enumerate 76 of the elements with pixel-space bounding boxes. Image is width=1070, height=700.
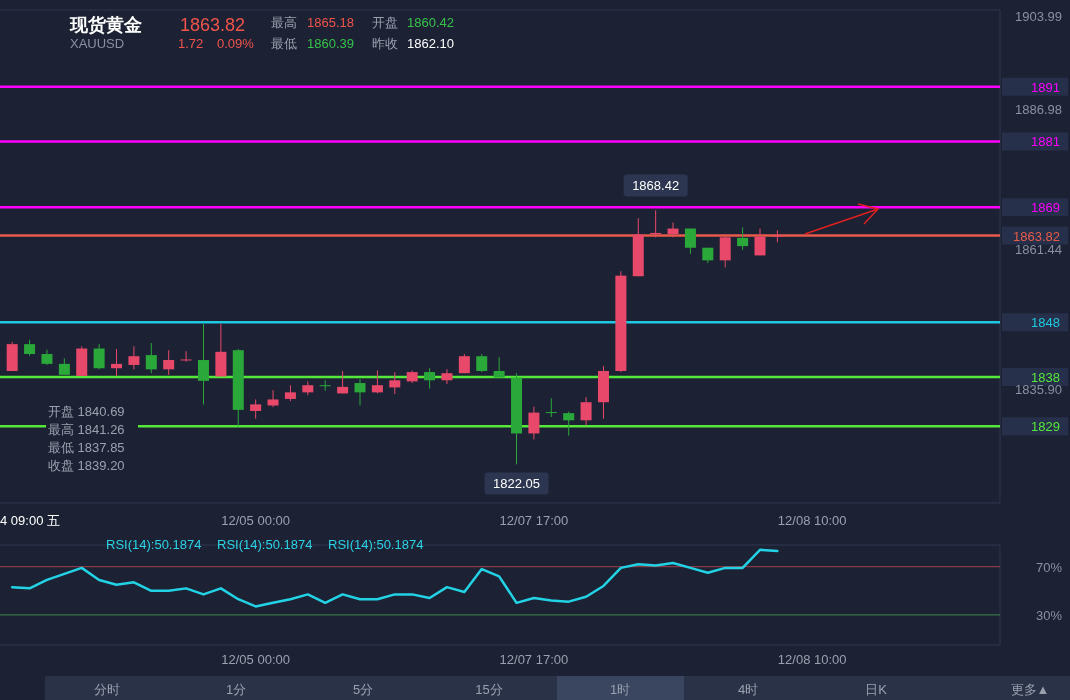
candlestick [180, 350, 192, 363]
x-tick-label: 12/08 10:00 [777, 513, 847, 528]
candlestick [545, 397, 557, 418]
candlestick [528, 406, 540, 440]
candlestick [354, 378, 366, 406]
annotation: 最低 [271, 36, 297, 51]
candlestick [250, 398, 262, 420]
text: XAUUSD [70, 36, 125, 51]
x-tick-label: 12/07 17:00 [499, 513, 569, 528]
annotation: 1.72 [178, 36, 204, 51]
candlestick [580, 396, 592, 426]
candlestick [128, 345, 140, 370]
chart-title: 现货黄金 [69, 15, 142, 35]
annotation: 1865.18 [307, 15, 354, 30]
candlestick [93, 343, 105, 370]
candlestick [424, 367, 436, 390]
text: 15分 [475, 682, 503, 697]
y-tick-label: 1886.98 [1015, 101, 1062, 117]
candlestick [684, 228, 696, 255]
y-tick-label: 70% [1035, 559, 1063, 575]
ref-line-label: 1829 [1031, 419, 1060, 435]
text: 1分 [225, 682, 247, 697]
candlestick [771, 229, 783, 243]
x-tick-label: 12/08 10:00 [777, 652, 847, 667]
candlestick [371, 369, 383, 394]
text: 日K [865, 682, 888, 697]
ref-line-label: 1891 [1031, 79, 1060, 95]
candlestick [267, 389, 279, 408]
candlestick [650, 209, 662, 238]
annotation: 开盘 1840.69 [48, 404, 125, 419]
x-tick-label: 12/07 17:00 [499, 652, 569, 667]
ref-line-label: 1863.82 [1013, 228, 1060, 244]
candlestick [563, 411, 575, 437]
text: 4 09:00 五 [0, 513, 60, 528]
annotation: 收盘 1839.20 [48, 458, 125, 473]
annotation: RSI(14):50.1874 [106, 537, 202, 552]
candlestick [493, 356, 505, 379]
text: 1时 [609, 682, 631, 697]
candlestick [319, 379, 331, 392]
x-tick-label: 12/05 00:00 [221, 652, 290, 667]
annotation: 1860.39 [307, 36, 354, 51]
annotation: 1862.10 [407, 36, 454, 51]
text: 更多▲ [1010, 682, 1050, 697]
annotation: 开盘 [372, 15, 398, 30]
annotation: 最高 1841.26 [48, 422, 125, 437]
annotation: 昨收 [372, 36, 398, 51]
ref-line-label: 1869 [1031, 200, 1060, 216]
candlestick [737, 226, 749, 251]
y-tick-label: 1903.99 [1015, 8, 1062, 24]
annotation: 1868.42 [632, 178, 680, 194]
y-tick-label: 1861.44 [1015, 241, 1062, 257]
annotation: 1863.82 [180, 15, 246, 35]
candlestick [197, 323, 209, 405]
annotation: RSI(14):50.1874 [217, 537, 313, 552]
text: 4时 [737, 682, 759, 697]
candlestick [754, 228, 766, 256]
annotation: 最低 1837.85 [48, 440, 125, 455]
candlestick [441, 368, 453, 385]
annotation: 1822.05 [493, 476, 541, 492]
annotation: 1860.42 [407, 15, 454, 30]
candlestick [145, 342, 157, 374]
text: 分时 [94, 682, 120, 697]
ref-line-label: 1848 [1031, 315, 1060, 331]
candlestick [476, 353, 488, 373]
candlestick [163, 349, 175, 376]
x-tick-label: 12/05 00:00 [221, 513, 290, 528]
candlestick [389, 371, 401, 395]
text: 5分 [352, 682, 374, 697]
candlestick [719, 235, 731, 268]
candlestick [111, 348, 123, 377]
annotation: 0.09% [217, 36, 255, 51]
ref-line-label: 1881 [1031, 134, 1060, 150]
candlestick [667, 222, 679, 238]
annotation: RSI(14):50.1874 [328, 537, 424, 552]
y-tick-label: 30% [1035, 607, 1063, 623]
annotation: 最高 [271, 15, 297, 30]
